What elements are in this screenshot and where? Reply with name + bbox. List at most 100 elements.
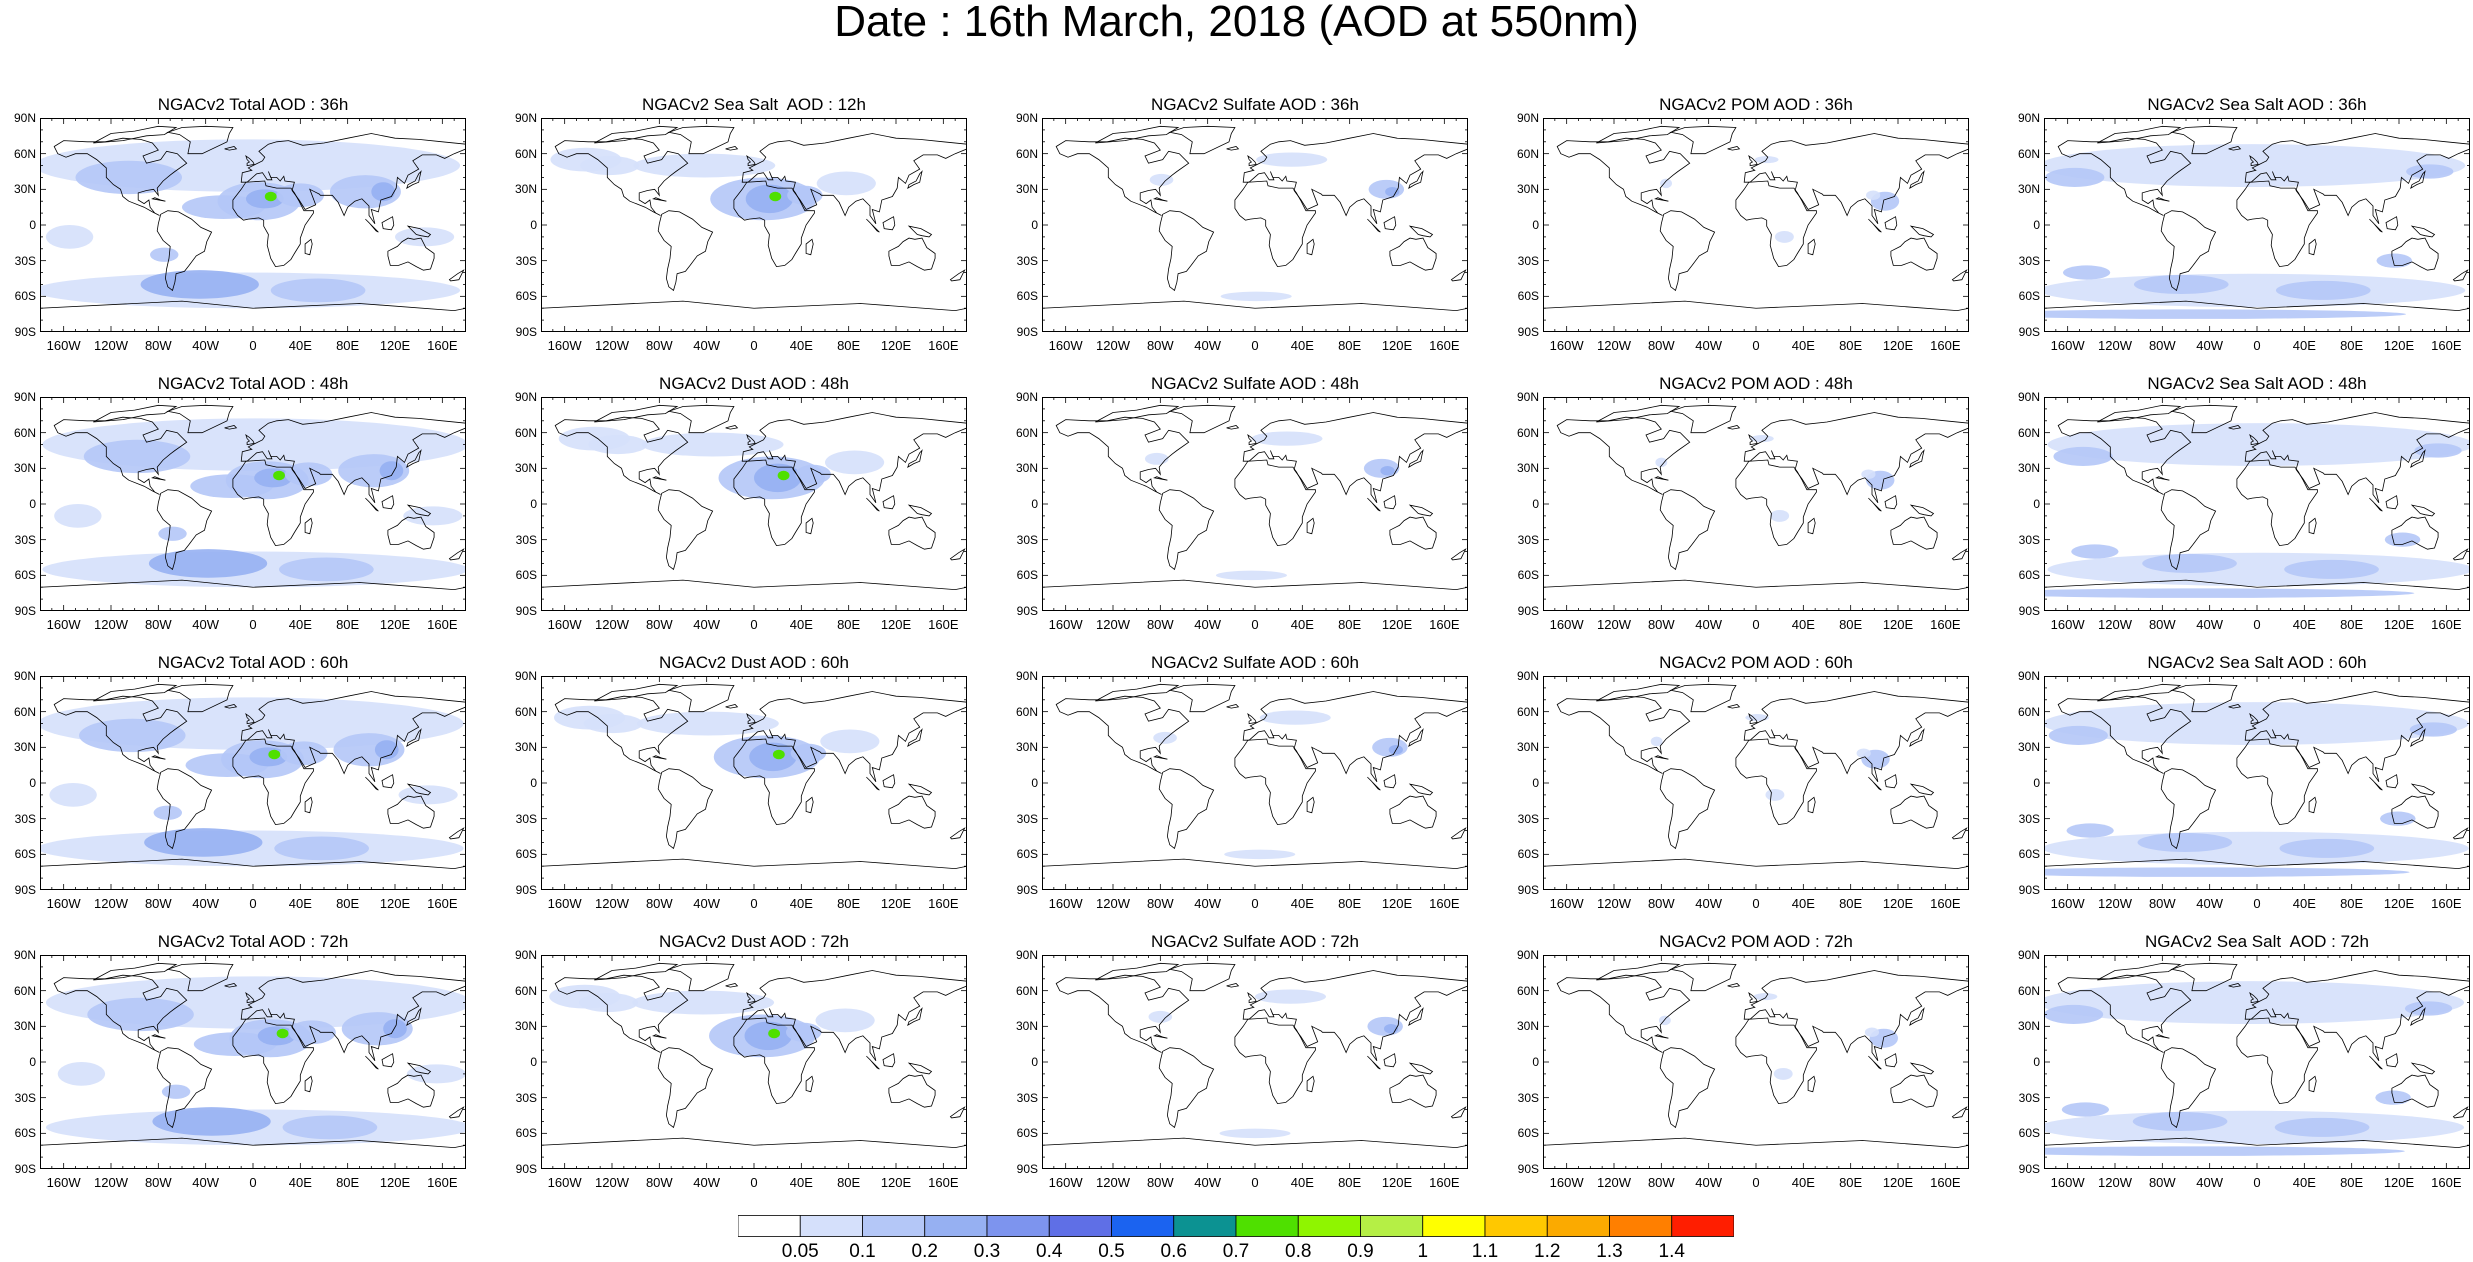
- sulfate-aod-map: [1042, 955, 1468, 1169]
- lon-tick-label: 160E: [1429, 338, 1460, 353]
- lon-tick-label: 80E: [336, 896, 360, 911]
- coastline: [907, 1007, 923, 1026]
- lat-tick-label: 30N: [2017, 182, 2040, 197]
- aod-plume: [1153, 731, 1177, 744]
- coastline: [2452, 1106, 2469, 1119]
- coastline: [725, 146, 739, 151]
- coastline: [1556, 974, 1691, 1053]
- lon-tick-label: 40E: [1791, 1175, 1815, 1190]
- lon-tick-label: 160E: [2431, 338, 2462, 353]
- map-border: [1543, 118, 1969, 332]
- lon-tick-label: 0: [249, 338, 257, 353]
- aod-plume: [1215, 570, 1287, 581]
- coastline: [1951, 269, 1968, 282]
- coastline: [1556, 416, 1691, 495]
- lat-tick-label: 30S: [515, 811, 537, 826]
- coastline: [2155, 476, 2170, 481]
- aod-plume: [2044, 867, 2410, 877]
- lon-tick-label: 80W: [1647, 896, 1675, 911]
- aod-plume: [632, 990, 775, 1015]
- lon-tick-label: 120E: [1882, 896, 1914, 911]
- coastline: [2452, 548, 2469, 561]
- lon-tick-label: 160E: [928, 338, 959, 353]
- coastline: [1890, 1074, 1938, 1108]
- lat-tick-label: 30S: [1517, 253, 1539, 268]
- coastline: [949, 1106, 966, 1119]
- antarctica-coastline: [1042, 579, 1468, 591]
- lat-tick-label: 90S: [14, 883, 36, 897]
- lon-tick-label: 120E: [1381, 896, 1413, 911]
- lon-tick-label: 120W: [2098, 896, 2132, 911]
- lat-tick-label: 60S: [2018, 289, 2040, 304]
- antarctica-coastline: [40, 579, 466, 591]
- aod-plume: [2071, 544, 2119, 559]
- coastline: [1669, 125, 1737, 155]
- coastline: [657, 1047, 714, 1129]
- lon-tick-label: 160W: [1048, 617, 1083, 632]
- coastline: [1909, 225, 1935, 238]
- lat-tick-label: 60S: [14, 1126, 36, 1141]
- lat-tick-label: 30N: [2017, 461, 2040, 476]
- lon-tick-label: 160W: [2050, 617, 2085, 632]
- lat-tick-label: 0: [1031, 776, 1038, 790]
- coastline: [1242, 133, 1468, 225]
- coastline: [746, 154, 756, 167]
- aod-plume: [549, 984, 621, 1009]
- lon-tick-label: 80E: [837, 338, 861, 353]
- coastline: [1095, 683, 1180, 702]
- coastline: [245, 991, 255, 1004]
- coastline: [866, 497, 880, 512]
- lon-tick-label: 80W: [645, 338, 673, 353]
- aod-plume: [1385, 186, 1400, 197]
- map-border: [1543, 676, 1969, 890]
- colorbar-graphic: [737, 1215, 1735, 1237]
- lat-tick-label: 90S: [14, 604, 36, 618]
- coastline: [2160, 1047, 2217, 1129]
- lon-tick-label: 160W: [1549, 617, 1584, 632]
- lon-tick-label: 0: [249, 896, 257, 911]
- antarctica-coastline: [2044, 1137, 2470, 1149]
- lat-tick-label: 0: [1532, 1055, 1539, 1069]
- coastline: [657, 768, 714, 850]
- aod-plume: [2044, 309, 2407, 319]
- coastline: [1367, 497, 1381, 512]
- lat-tick-label: 0: [2033, 497, 2040, 511]
- coastline: [2097, 125, 2182, 144]
- lat-tick-label: 30S: [1517, 1090, 1539, 1105]
- lon-tick-label: 160E: [928, 617, 959, 632]
- coastline: [406, 449, 422, 468]
- coastline: [381, 216, 395, 231]
- coastline: [93, 962, 178, 981]
- lat-tick-label: 0: [1031, 1055, 1038, 1069]
- colorbar-tick-label: 0.1: [849, 1241, 876, 1262]
- lat-tick-label: 30N: [13, 182, 36, 197]
- coastline: [1055, 695, 1190, 774]
- lat-tick-label: 90N: [2017, 669, 2040, 683]
- coastline: [741, 412, 967, 504]
- coastline: [1408, 504, 1434, 517]
- panel-title: NGACv2 Dust AOD : 48h: [659, 374, 849, 393]
- lon-tick-label: 0: [1251, 338, 1259, 353]
- lon-tick-label: 0: [1251, 896, 1259, 911]
- coastline: [1408, 783, 1434, 796]
- lon-tick-label: 120E: [880, 1175, 912, 1190]
- colorbar-segment: [1048, 1215, 1112, 1237]
- lon-tick-label: 160W: [547, 1175, 582, 1190]
- coastline: [888, 1074, 936, 1108]
- coastline: [1153, 1034, 1168, 1039]
- lon-tick-label: 160W: [46, 1175, 81, 1190]
- total-aod-map: [40, 955, 466, 1169]
- aod-plume: [636, 711, 779, 736]
- coastline: [156, 489, 213, 571]
- coastline: [805, 517, 814, 535]
- coastline: [652, 1034, 667, 1039]
- lat-tick-label: 30S: [14, 253, 36, 268]
- coastline: [1367, 1055, 1381, 1070]
- aod-plume: [550, 147, 622, 172]
- coastline: [1669, 683, 1737, 713]
- coastline: [53, 695, 188, 774]
- aod-plume: [276, 1028, 289, 1039]
- coastline: [2244, 970, 2470, 1062]
- aod-plume: [2044, 588, 2415, 598]
- aod-plume: [144, 828, 263, 857]
